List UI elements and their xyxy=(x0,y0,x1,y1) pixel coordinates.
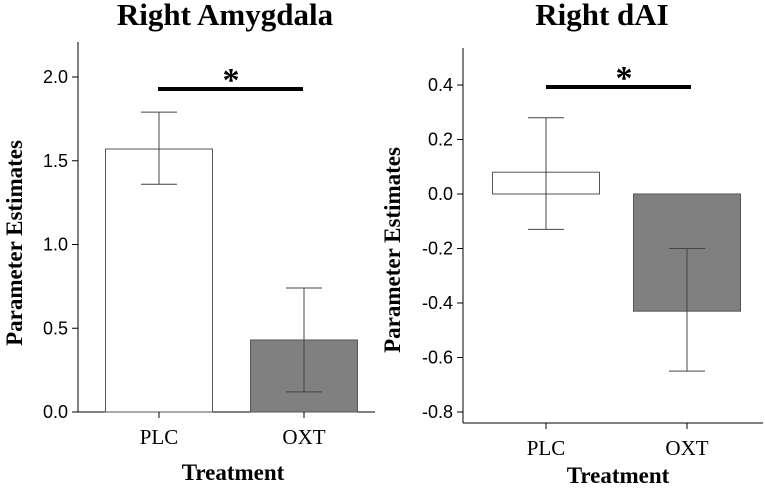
chart-title: Right Amygdala xyxy=(117,0,334,32)
x-tick-label: OXT xyxy=(665,436,708,460)
significance-star: * xyxy=(616,60,633,97)
y-tick-label: 2.0 xyxy=(43,67,68,87)
y-tick-label: 0.0 xyxy=(428,184,453,204)
chart-panel-right: Right dAI Parameter Estimates Treatment … xyxy=(380,0,763,488)
y-tick-label: -0.2 xyxy=(422,239,453,259)
y-tick-label: 1.5 xyxy=(43,151,68,171)
chart-title: Right dAI xyxy=(535,0,669,32)
chart-panel-left: Right Amygdala Parameter Estimates Treat… xyxy=(2,0,375,485)
y-tick-label: 0.2 xyxy=(428,130,453,150)
y-tick-label: 0.5 xyxy=(43,318,68,338)
y-tick-label: 1.0 xyxy=(43,235,68,255)
y-tick-label: -0.4 xyxy=(422,293,453,313)
y-axis-label: Parameter Estimates xyxy=(380,147,405,353)
y-axis-label: Parameter Estimates xyxy=(2,140,27,346)
x-tick-label: OXT xyxy=(282,425,325,449)
bar-plc xyxy=(105,148,213,413)
y-tick-label: -0.8 xyxy=(422,402,453,422)
y-tick-label: -0.6 xyxy=(422,348,453,368)
x-axis-label: Treatment xyxy=(567,463,670,488)
y-tick-label: 0.0 xyxy=(43,402,68,422)
significance-star: * xyxy=(223,62,240,99)
x-tick-label: PLC xyxy=(527,436,566,460)
x-tick-label: PLC xyxy=(140,425,179,449)
y-tick-label: 0.4 xyxy=(428,75,453,95)
x-axis-label: Treatment xyxy=(182,460,285,485)
